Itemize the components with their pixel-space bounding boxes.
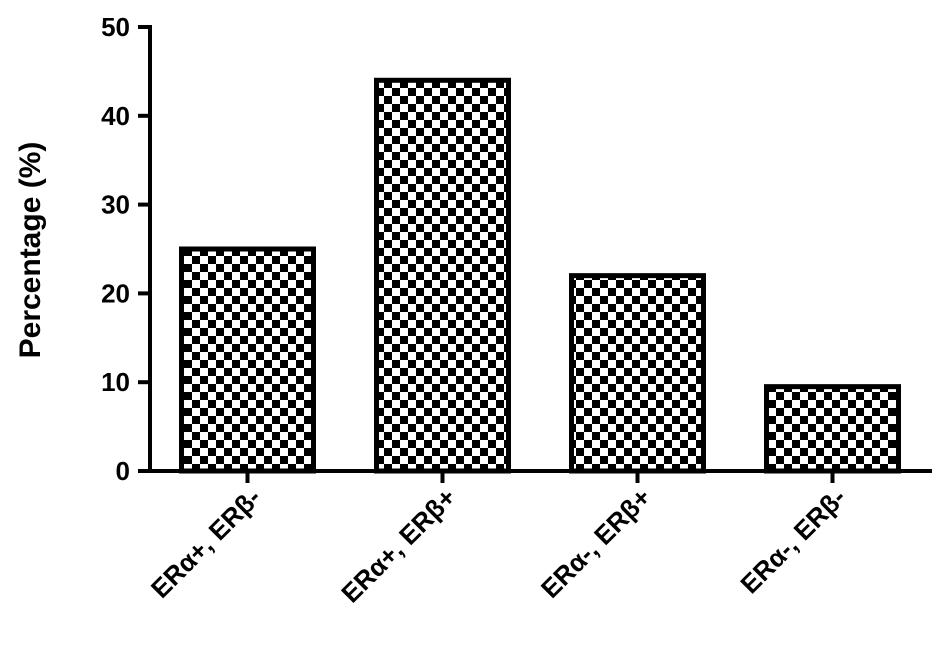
bar (764, 384, 901, 474)
x-category-label: ERα-, ERβ+ (535, 482, 657, 604)
bars (179, 77, 901, 474)
y-axis: 0 10 20 30 40 50 (101, 12, 152, 486)
x-category-label: ERα+, ERβ+ (335, 482, 462, 609)
y-axis-title: Percentage (%) (14, 142, 47, 359)
y-tick-label: 50 (101, 12, 130, 42)
y-tick-label: 20 (101, 278, 130, 308)
bar (374, 77, 511, 474)
x-axis: ERα+, ERβ- ERα+, ERβ+ ERα-, ERβ+ ERα-, ERβ- (145, 469, 932, 609)
y-tick-label: 10 (101, 367, 130, 397)
x-category-label: ERα+, ERβ- (145, 482, 267, 604)
y-tick-label: 30 (101, 190, 130, 220)
bar (569, 273, 706, 474)
y-tick-label: 40 (101, 101, 130, 131)
y-tick-label: 0 (116, 456, 130, 486)
bar (179, 246, 316, 474)
x-category-label: ERα-, ERβ- (734, 482, 851, 599)
